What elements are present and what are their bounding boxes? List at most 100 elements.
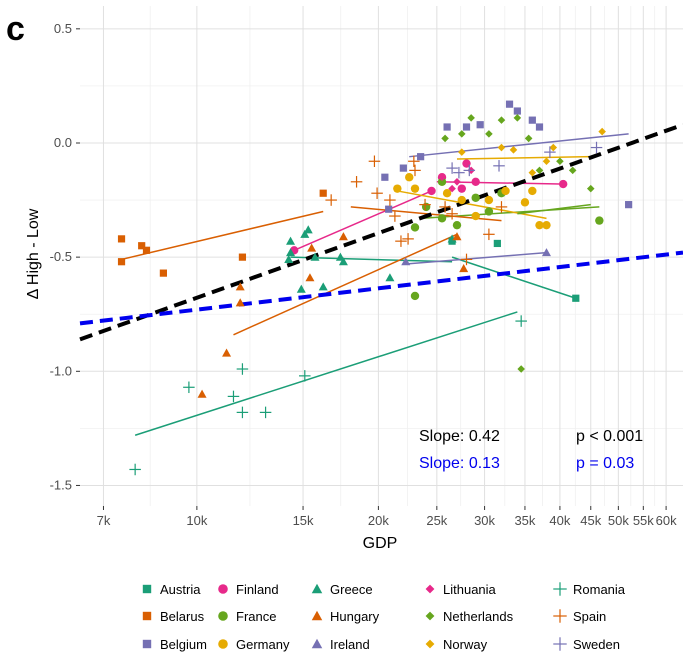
point-france [421,202,431,212]
point-france [484,207,494,216]
point-netherlands [497,116,506,124]
point-belgium [513,107,521,115]
point-germany [442,189,452,198]
legend-key-sweden [553,637,567,651]
point-spain [395,235,407,247]
point-sweden [453,166,465,179]
point-romania [183,381,195,394]
point-norway [528,168,537,177]
point-hungary [222,348,232,357]
point-germany [457,195,466,205]
point-netherlands [467,114,475,122]
fit-line-sweden [409,133,629,158]
legend-item-lithuania: Lithuania [425,582,497,597]
point-belarus [238,253,247,261]
point-germany [410,184,420,193]
fit-line-netherlands [517,203,591,215]
legend-label: Belgium [160,637,207,652]
point-france [410,291,420,301]
legend-label: Ireland [330,637,370,652]
point-sweden [493,160,505,172]
x-tick-label: 15k [293,513,314,528]
legend-item-finland: Finland [218,582,279,597]
point-spain [460,253,473,266]
point-greece [303,225,313,234]
slope-annotations: Slope: 0.42 p < 0.001 Slope: 0.13 p = 0.03 [419,428,643,472]
point-france [437,214,447,223]
point-greece [335,252,345,261]
y-axis-label: Δ High - Low [25,208,42,299]
point-hungary [305,273,315,282]
point-spain [495,201,508,213]
x-tick-label: 40k [549,513,570,528]
fit-line-austria [451,256,577,299]
y-tick-label: -0.5 [50,249,72,264]
slope-label: Slope: 0.42 [419,428,500,445]
point-norway [497,143,506,152]
legend-label: Lithuania [443,582,497,597]
point-ireland [541,248,551,257]
x-tick-label: 7k [97,513,111,528]
p-value-label: p = 0.03 [576,455,634,472]
legend-label: Hungary [330,609,380,624]
point-hungary [307,243,317,252]
point-romania [227,390,240,403]
fit-line-norway [456,155,591,160]
legend-key-spain [553,609,567,623]
legend-item-netherlands: Netherlands [425,609,514,624]
point-greece [338,257,348,266]
point-france [452,220,462,230]
point-norway [542,157,551,166]
point-germany [528,186,537,196]
point-spain [325,194,337,206]
point-greece [447,234,457,243]
point-hungary [235,298,245,307]
point-belgium [535,123,544,131]
point-finland [471,177,480,186]
fit-line-ireland [405,251,547,265]
legend-item-norway: Norway [425,637,488,652]
overall-fit-black [79,122,683,342]
point-spain [384,194,396,206]
point-netherlands [556,157,564,166]
legend-key-netherlands [425,611,435,621]
point-belgium [399,164,407,172]
point-greece [286,236,296,245]
point-spain [350,176,363,188]
point-belgium [476,121,484,129]
point-sweden [446,162,458,174]
x-tick-label: 60k [656,513,677,528]
point-netherlands [586,184,595,193]
point-spain [419,198,431,211]
point-norway [598,127,606,136]
legend-label: France [236,609,276,624]
point-spain [402,233,414,245]
point-germany [471,211,480,221]
point-france [437,177,447,186]
point-netherlands [485,130,493,138]
y-tick-label: -1.5 [50,477,72,492]
point-belgium [625,201,633,209]
legend-key-romania [553,582,567,596]
point-romania [236,406,249,419]
data-points [117,100,633,476]
point-greece [284,254,294,264]
point-netherlands [524,134,533,143]
legend-item-belarus: Belarus [142,609,205,624]
point-greece [318,282,328,291]
point-france [595,216,604,225]
y-tick-label: -1.0 [50,363,72,378]
point-belgium [443,123,451,131]
point-spain [439,201,451,213]
point-romania [299,370,311,382]
point-austria [493,239,501,248]
y-tick-label: 0.5 [54,21,72,36]
x-tick-label: 25k [426,513,447,528]
point-spain [409,164,421,177]
point-greece [296,284,306,293]
fit-line-hungary [233,233,458,336]
legend: Austria Belarus Belgium Finland France German… [142,582,626,652]
legend-label: Romania [573,582,626,597]
